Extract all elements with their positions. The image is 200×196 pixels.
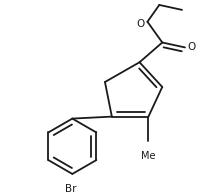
Text: O: O: [187, 43, 195, 53]
Text: O: O: [136, 19, 144, 29]
Text: Br: Br: [64, 184, 76, 194]
Text: Me: Me: [140, 151, 155, 161]
